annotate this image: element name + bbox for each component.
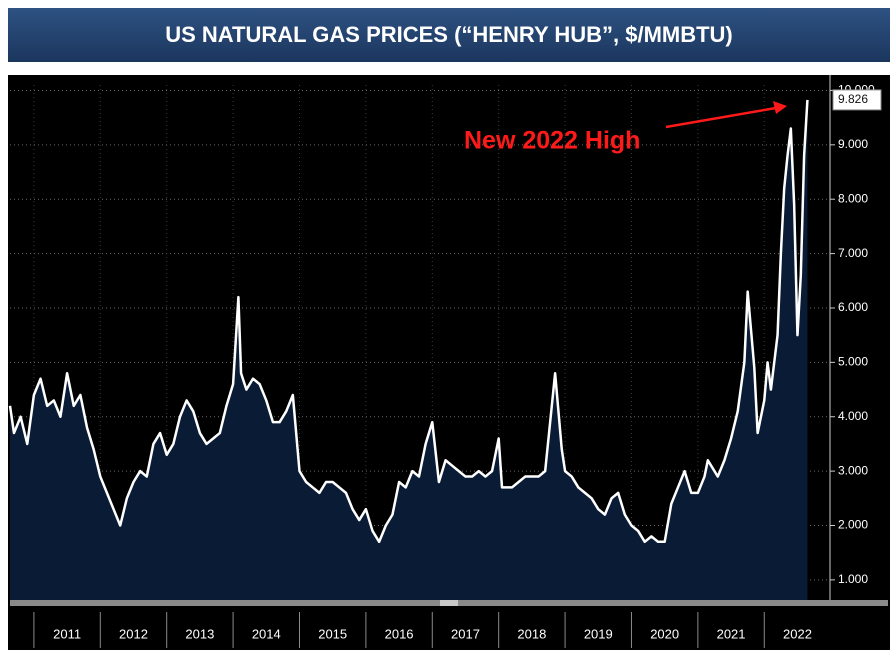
x-tick-label: 2021: [717, 626, 746, 641]
x-tick-label: 2022: [783, 626, 812, 641]
x-tick-label: 2016: [385, 626, 414, 641]
x-tick-label: 2013: [185, 626, 214, 641]
x-axis-strip: [10, 608, 888, 648]
x-tick-label: 2017: [451, 626, 480, 641]
annotation-arrow: [665, 106, 777, 129]
last-value-label: 9.826: [838, 92, 868, 106]
y-tick-label: 4.000: [838, 409, 868, 423]
y-tick-label: 7.000: [838, 246, 868, 260]
title-banner: [8, 8, 890, 62]
y-tick-label: 3.000: [838, 463, 868, 477]
y-tick-label: 8.000: [838, 191, 868, 205]
line: [8, 99, 809, 544]
y-tick-label: 5.000: [838, 355, 868, 369]
x-tick-label: 2014: [252, 626, 281, 641]
last-value-box: [832, 89, 882, 111]
chart-title: US NATURAL GAS PRICES (“HENRY HUB”, $/MM…: [165, 22, 733, 47]
y-tick-label: 9.000: [838, 137, 868, 151]
x-tick-label: 2019: [584, 626, 613, 641]
x-tick-label: 2018: [517, 626, 546, 641]
annotation: New 2022 High: [464, 127, 640, 155]
x-tick-label: 2012: [119, 626, 148, 641]
area: [10, 99, 808, 601]
x-tick-label: 2015: [318, 626, 347, 641]
series: [8, 99, 809, 601]
x-tick-label: 2011: [53, 626, 81, 641]
x-tick-label: 2020: [650, 626, 679, 641]
annotation-arrowhead: [773, 101, 787, 114]
y-tick-label: 1.000: [838, 572, 868, 586]
scroll-thumb: [440, 600, 458, 606]
axes: 1.000 2.000 3.000 4.000 5.000 6.000 7.000 8.000…: [33, 75, 882, 648]
y-tick-label: 6.000: [838, 300, 868, 314]
y-tick-label: 2.000: [838, 518, 868, 532]
